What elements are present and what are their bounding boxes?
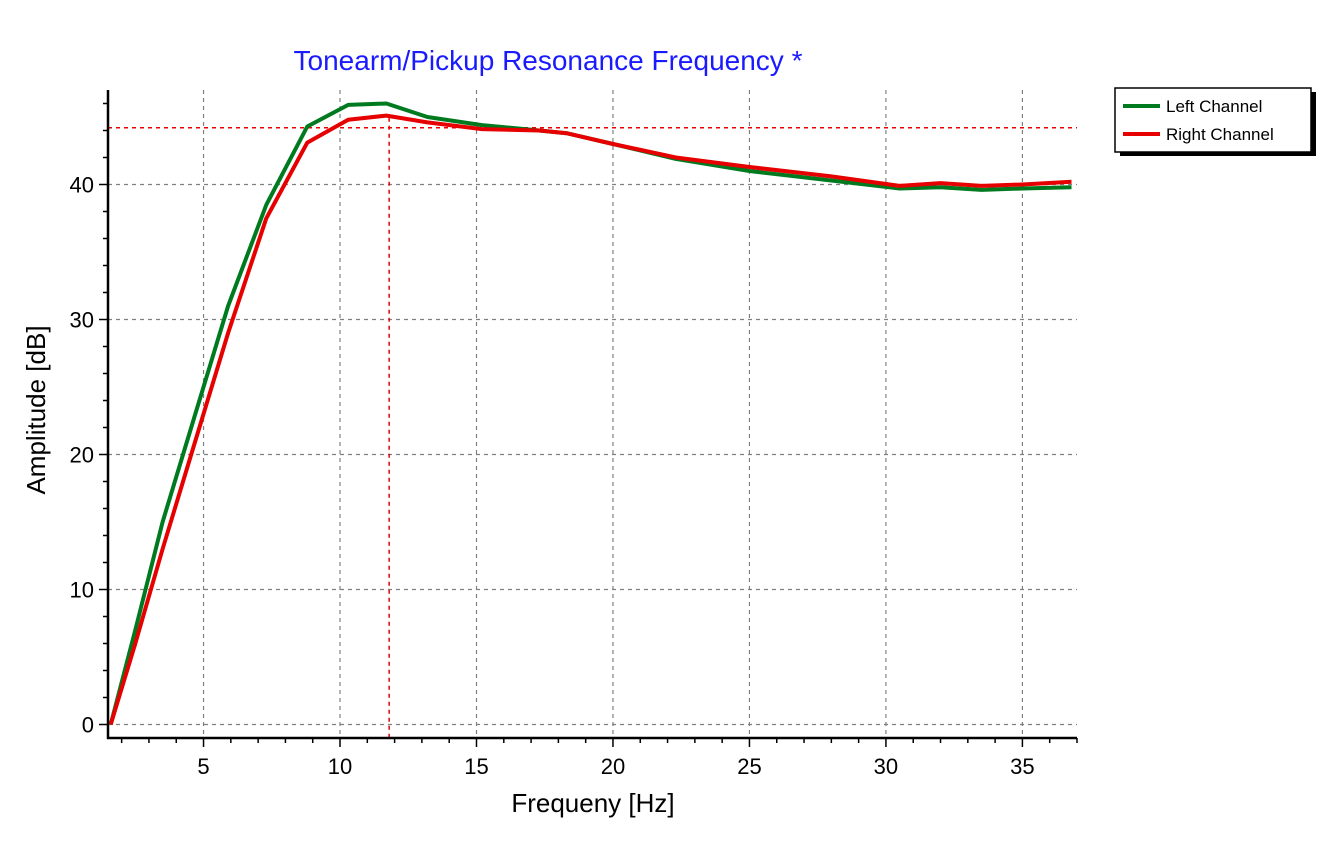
y-axis-label: Amplitude [dB] — [21, 325, 51, 494]
x-tick-label: 25 — [737, 754, 761, 779]
series-lines — [108, 101, 1072, 726]
x-tick-label: 30 — [874, 754, 898, 779]
x-tick-label: 15 — [464, 754, 488, 779]
marker-lines — [108, 117, 1077, 738]
x-tick-labels: 5 10 15 20 25 30 35 — [197, 754, 1034, 779]
y-tick-label: 40 — [70, 173, 94, 198]
chart-title: Tonearm/Pickup Resonance Frequency * — [294, 45, 803, 76]
legend-label-right-channel: Right Channel — [1166, 125, 1274, 144]
y-tick-label: 20 — [70, 443, 94, 468]
x-tick-label: 10 — [328, 754, 352, 779]
x-tick-label: 20 — [601, 754, 625, 779]
legend-box — [1114, 87, 1312, 153]
series-line-left-channel — [108, 101, 1072, 726]
y-tick-label: 30 — [70, 308, 94, 333]
axes — [99, 90, 1078, 747]
legend: Left Channel Right Channel — [1114, 87, 1316, 156]
y-tick-label: 0 — [82, 713, 94, 738]
x-axis-label: Frequeny [Hz] — [511, 788, 674, 818]
y-tick-labels: 0 10 20 30 40 — [70, 173, 94, 738]
y-tick-label: 10 — [70, 578, 94, 603]
x-tick-label: 35 — [1010, 754, 1034, 779]
series-line-right-channel — [108, 113, 1072, 726]
legend-label-left-channel: Left Channel — [1166, 97, 1262, 116]
grid — [108, 90, 1077, 738]
x-tick-label: 5 — [197, 754, 209, 779]
